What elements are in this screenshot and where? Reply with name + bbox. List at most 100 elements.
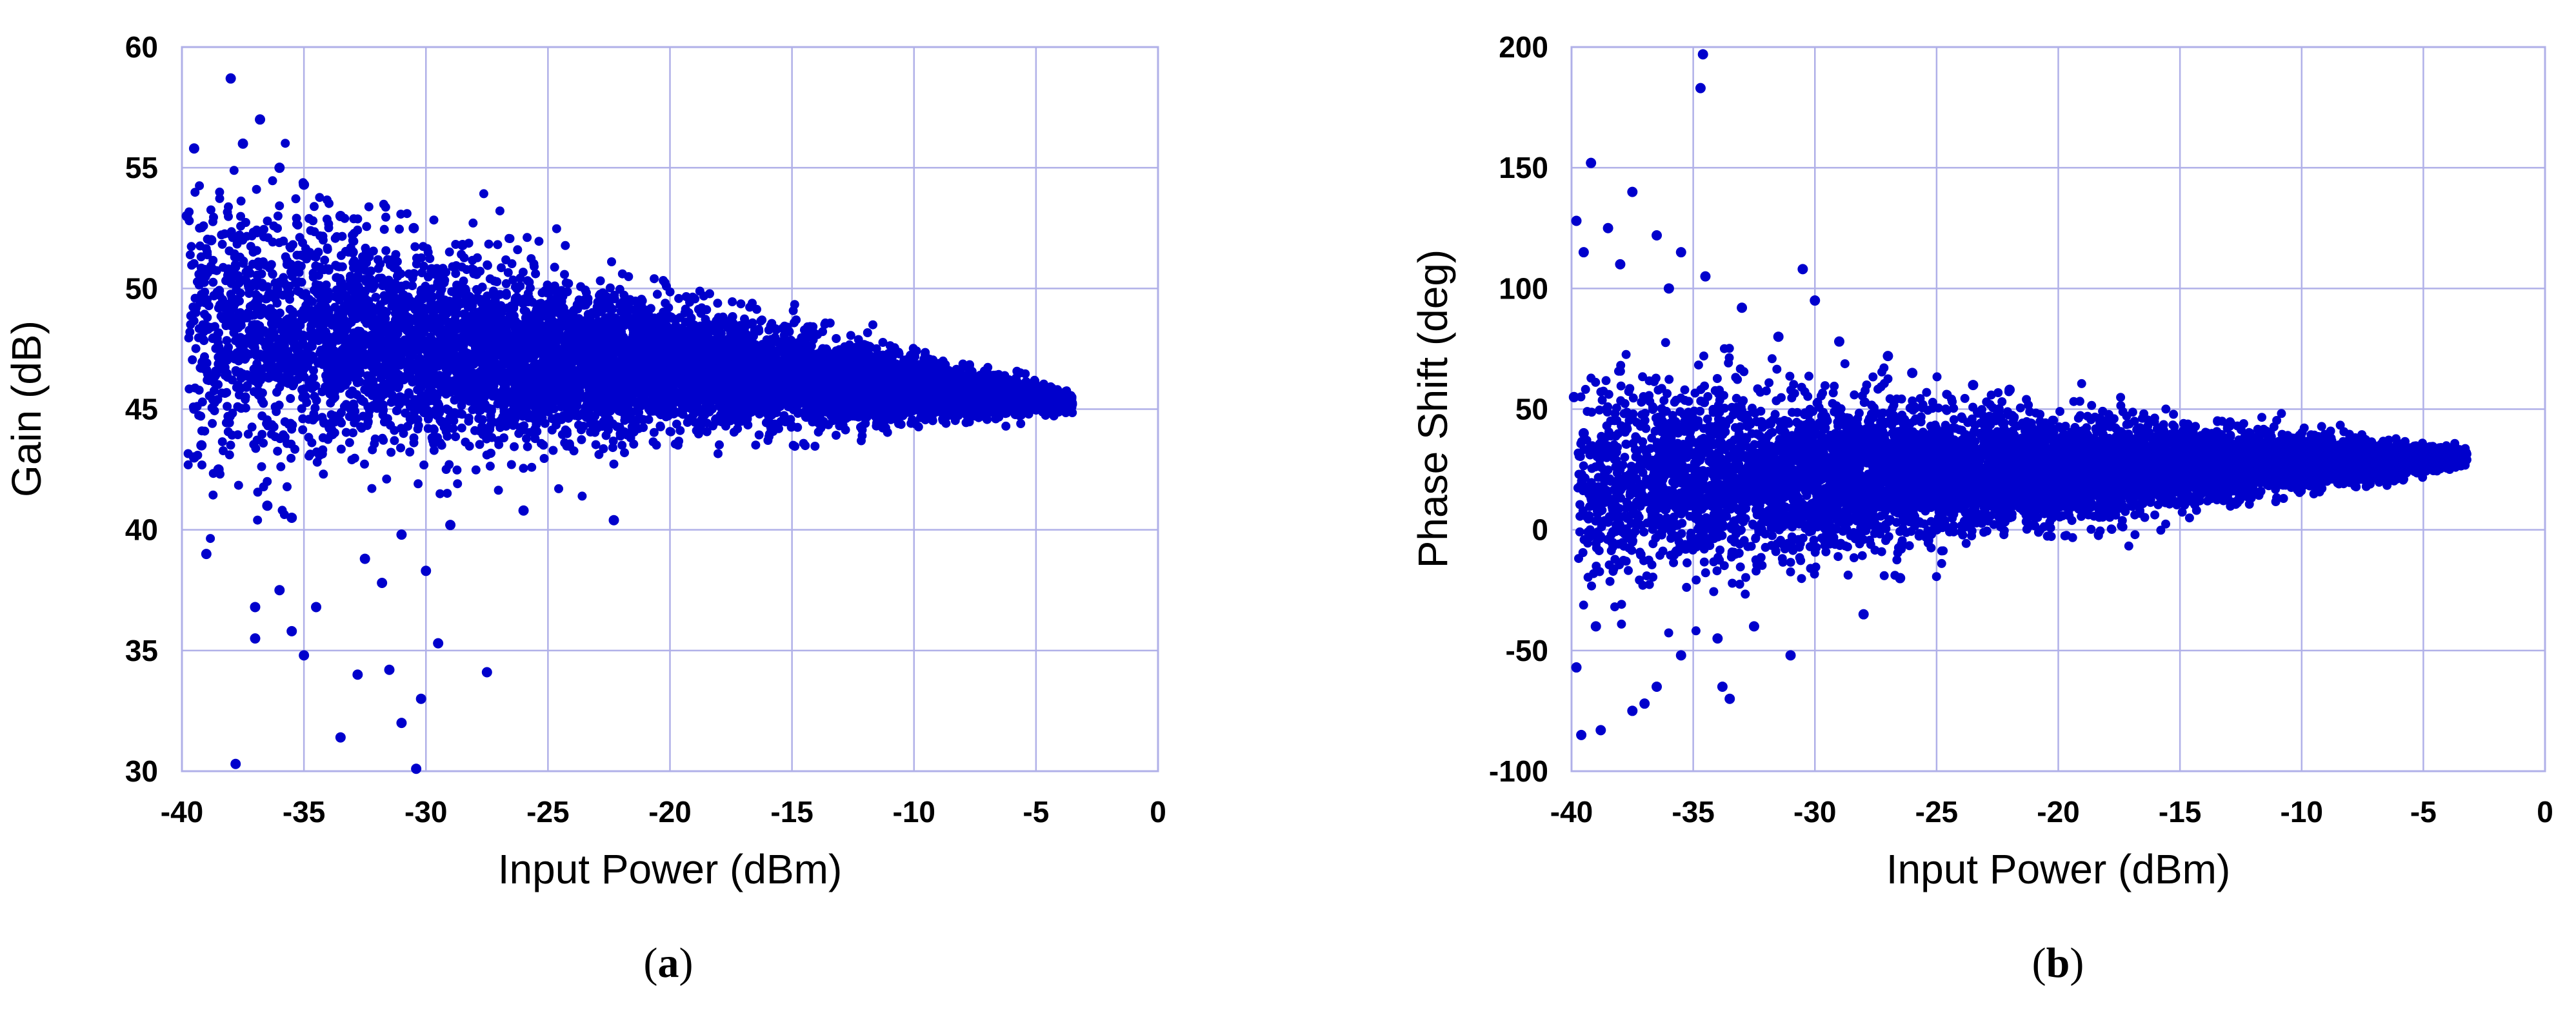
chart-a-point: [195, 181, 205, 191]
chart-a-point: [386, 447, 396, 457]
chart-a-group: -40 -35 -30 -25 -20 -15 -10 -5 030354045505560In…: [3, 30, 1166, 987]
chart-a-point: [810, 442, 820, 451]
chart-a-point: [283, 482, 292, 491]
chart-a-point: [263, 477, 272, 486]
chart-a-point: [281, 252, 290, 262]
chart-a-point: [194, 411, 204, 420]
chart-a-point: [362, 222, 372, 231]
chart-a-point: [195, 241, 205, 251]
chart-a-point: [312, 396, 321, 405]
chart-a-point: [190, 188, 200, 197]
chart-a-point: [486, 448, 495, 458]
chart-a-point: [208, 490, 218, 500]
chart-a-point: [451, 432, 461, 442]
chart-a-point: [493, 240, 503, 250]
chart-a-point: [217, 239, 227, 249]
chart-a-y-tick-label: 35: [125, 634, 158, 667]
chart-a-point: [490, 276, 499, 286]
chart-a-point: [513, 245, 523, 255]
chart-a-point: [443, 431, 452, 441]
chart-a-point: [510, 442, 519, 451]
chart-a-x-tick-label: -35: [283, 795, 325, 829]
chart-a-point: [740, 314, 749, 324]
chart-a-point: [273, 446, 283, 456]
chart-a-x-tick-label: -10: [893, 795, 935, 829]
chart-a-point: [210, 406, 219, 416]
chart-a-x-tick-label: -5: [1023, 795, 1049, 829]
chart-a-point: [713, 299, 723, 308]
chart-a-point: [591, 440, 601, 449]
chart-a-points: [181, 73, 1077, 774]
chart-a-point: [286, 453, 296, 463]
chart-a-point: [263, 216, 272, 226]
chart-a-point: [485, 461, 495, 471]
chart-a-point: [452, 261, 461, 270]
chart-a-point: [317, 413, 327, 422]
chart-a-point: [494, 486, 503, 495]
chart-a-point: [561, 241, 570, 250]
chart-a-x-tick-label: -40: [161, 795, 203, 829]
chart-a-point: [323, 244, 332, 254]
chart-a-x-axis-title: Input Power (dBm): [498, 846, 843, 892]
chart-a-point: [225, 450, 234, 460]
chart-a-point: [277, 506, 287, 515]
chart-a-point: [381, 212, 390, 222]
chart-a-point: [650, 274, 659, 284]
chart-a-point: [505, 234, 515, 243]
chart-a-plot-frame: [181, 46, 1159, 772]
chart-a-point: [283, 438, 292, 448]
chart-a-point: [234, 480, 243, 490]
chart-a-point: [1001, 421, 1011, 431]
chart-a-point: [390, 426, 399, 435]
chart-a-point: [396, 210, 406, 219]
chart-a-x-tick-label: -20: [648, 795, 691, 829]
chart-a-point: [605, 283, 615, 293]
chart-a-point: [751, 440, 761, 450]
chart-a-y-tick-label: 50: [125, 271, 158, 305]
chart-a-point: [872, 344, 881, 353]
chart-a-point: [186, 242, 196, 251]
chart-a-point: [595, 276, 605, 286]
chart-a-point: [868, 320, 877, 329]
chart-a-point: [275, 201, 285, 211]
chart-a-caption: (a): [644, 939, 694, 987]
chart-a-point: [223, 402, 232, 411]
chart-a-point: [788, 306, 798, 315]
chart-a-point: [253, 515, 263, 525]
chart-a-point: [714, 449, 723, 458]
chart-a-point: [665, 427, 675, 437]
chart-a-point: [273, 211, 283, 221]
chart-a-point: [353, 214, 363, 224]
chart-a-point: [519, 464, 528, 473]
chart-a-point: [419, 460, 429, 470]
chart-a-point: [217, 437, 227, 447]
chart-a-point: [429, 215, 439, 225]
chart-a-point: [272, 388, 281, 397]
chart-a-point: [522, 434, 531, 444]
chart-a-x-tick-label: -25: [526, 795, 569, 829]
chart-a-point: [360, 459, 369, 469]
chart-a-point: [608, 437, 618, 446]
chart-a-point: [222, 388, 232, 397]
chart-a-point: [381, 202, 390, 212]
chart-a-point: [728, 297, 737, 306]
chart-a-x-tick-label: -15: [770, 795, 813, 829]
chart-a-point: [503, 268, 513, 277]
chart-a-point: [531, 269, 541, 279]
chart-a-point: [863, 328, 872, 337]
chart-a-point: [484, 239, 494, 249]
chart-a-point: [832, 334, 841, 343]
chart-a-point: [366, 266, 375, 276]
chart-a-point: [576, 282, 586, 291]
chart-a-point: [1016, 419, 1026, 428]
chart-a-point: [495, 206, 504, 216]
chart-a-point: [715, 440, 724, 449]
chart-a-y-axis-title: Gain (dB): [3, 320, 50, 497]
chart-a-point: [286, 394, 295, 403]
chart-a-point: [324, 199, 334, 208]
chart-a-point: [208, 277, 218, 287]
chart-a-point: [617, 440, 627, 450]
chart-a-point: [609, 459, 619, 469]
